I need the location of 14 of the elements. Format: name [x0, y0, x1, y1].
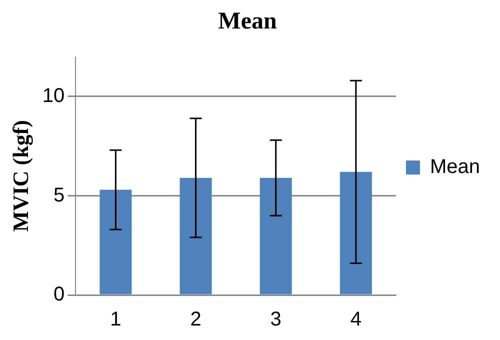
y-axis-title: MVIC (kgf)	[8, 120, 33, 232]
y-tick-label: 5	[54, 184, 65, 206]
y-tick-label: 0	[54, 284, 65, 306]
bar	[180, 178, 212, 294]
x-tick-label: 2	[190, 308, 202, 331]
bar	[100, 190, 132, 294]
legend-label: Mean	[430, 156, 480, 178]
x-tick-label: 4	[350, 308, 362, 331]
x-tick-label: 1	[110, 308, 122, 331]
bar	[340, 172, 372, 294]
y-tick-label: 10	[42, 85, 65, 108]
chart-title: Mean	[218, 8, 277, 35]
bar	[260, 178, 292, 294]
x-tick-label: 3	[270, 308, 282, 331]
